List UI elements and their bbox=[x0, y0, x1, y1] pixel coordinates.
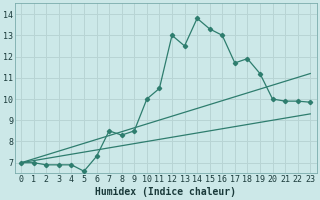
X-axis label: Humidex (Indice chaleur): Humidex (Indice chaleur) bbox=[95, 186, 236, 197]
